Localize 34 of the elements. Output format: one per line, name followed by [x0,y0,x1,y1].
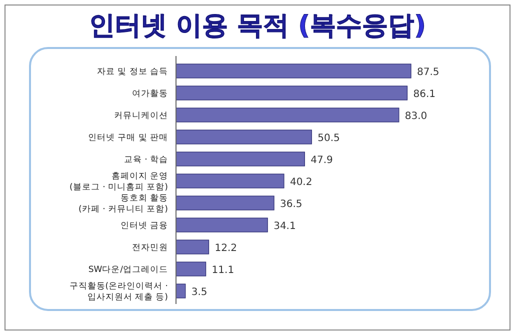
y-tick-label: 구직활동(온라인이력서 · 입사지원서 제출 등) [69,282,168,302]
bar [176,64,412,78]
data-label: 83.0 [404,111,428,122]
data-label: 12.2 [214,243,238,254]
y-tick-label: 인터넷 구매 및 판매 [88,133,168,143]
data-label: 47.9 [310,155,333,166]
data-label: 3.5 [191,287,208,298]
y-tick-label: 동호회 활동 (카페 · 커뮤니티 포함) [78,194,168,214]
y-tick-label: 자료 및 정보 습득 [96,67,168,77]
bar [176,262,206,276]
data-label: 11.1 [212,265,234,276]
bar [176,130,312,144]
data-label: 87.5 [417,67,440,78]
bar [176,86,408,100]
y-tick-label: 홈페이지 운영 (블로그 · 미니홈피 포함) [70,172,168,192]
data-label: 86.1 [413,89,436,100]
data-label: 36.5 [280,199,302,210]
y-tick-label: 인터넷 금융 [120,221,168,231]
bar [176,152,305,166]
data-label: 40.2 [290,177,312,188]
bar [176,196,274,210]
chart-title: 인터넷 이용 목적 (복수응답) [89,11,426,41]
data-label: 34.1 [274,221,296,232]
bar [176,284,186,298]
bar [176,218,268,232]
y-tick-label: 여가활동 [132,89,168,99]
y-tick-label: 커뮤니케이션 [114,111,168,121]
bar [176,174,284,188]
bar [176,108,400,122]
y-tick-label: SW다운/업그레이드 [88,265,168,275]
bar [176,240,210,254]
y-tick-label: 교육 · 학습 [124,155,168,165]
data-label: 50.5 [318,133,340,144]
y-tick-label: 전자민원 [132,243,168,253]
